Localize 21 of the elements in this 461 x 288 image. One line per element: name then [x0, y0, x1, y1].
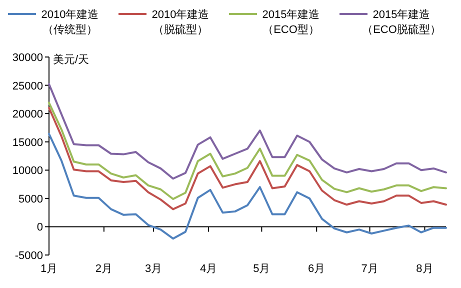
x-tick-label: 1月: [40, 263, 58, 275]
x-tick-label: 2月: [95, 263, 113, 275]
y-axis-title: 美元/天: [53, 53, 90, 66]
legend-label: 2010年建造（脱硫型）: [152, 8, 210, 36]
legend-label: 2010年建造（传统型）: [41, 8, 99, 36]
legend-label: 2015年建造（ECO型）: [262, 8, 320, 36]
y-tick-label: 10000: [12, 165, 43, 178]
y-tick-label: 15000: [12, 136, 43, 149]
y-tick-label: -5000: [14, 250, 43, 262]
y-tick-label: 5000: [18, 193, 43, 206]
x-tick-label: 3月: [145, 263, 162, 275]
y-tick-label: 20000: [12, 108, 43, 121]
x-tick-label: 4月: [200, 263, 218, 275]
legend-label: 2015年建造（ECO脱硫型）: [362, 8, 441, 36]
x-tick-label: 7月: [361, 263, 378, 275]
x-tick-label: 6月: [308, 263, 326, 275]
x-tick-label: 8月: [416, 263, 434, 275]
y-tick-label: 25000: [12, 80, 43, 92]
y-tick-label: 0: [36, 222, 43, 234]
y-tick-label: 30000: [12, 52, 43, 64]
x-tick-label: 5月: [253, 263, 270, 275]
